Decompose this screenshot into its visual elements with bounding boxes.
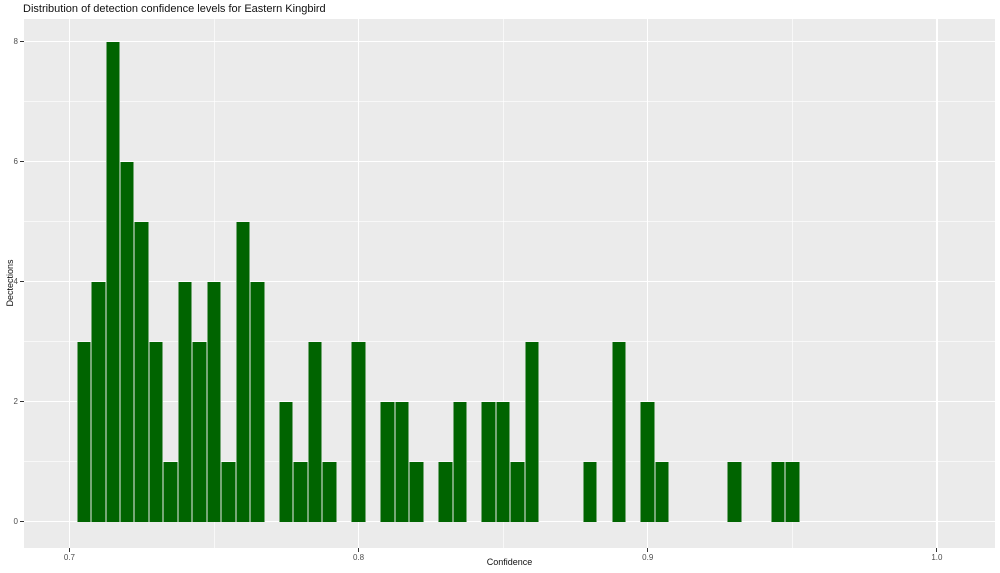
histogram-bar — [611, 341, 627, 522]
x-axis-title: Confidence — [486, 557, 533, 567]
y-tick-label: 4 — [13, 277, 18, 287]
gridline-y-minor — [24, 221, 995, 223]
histogram-bar — [380, 401, 395, 522]
histogram-bar — [322, 461, 337, 522]
gridline-x-major — [357, 19, 360, 548]
chart-title: Distribution of detection confidence lev… — [23, 3, 326, 15]
gridline-y-major — [24, 41, 995, 43]
gridline-x-major — [647, 19, 649, 548]
x-tick-label: 1.0 — [931, 552, 943, 562]
x-tick-label: 0.8 — [352, 552, 365, 562]
y-tick-mark — [20, 161, 24, 163]
histogram-bar — [163, 461, 178, 522]
histogram-bar — [279, 401, 294, 522]
histogram-bar — [524, 341, 540, 522]
x-tick-label: 0.9 — [642, 552, 654, 562]
histogram-bar — [481, 401, 496, 522]
histogram-bar — [91, 281, 106, 522]
histogram-bar — [250, 281, 265, 522]
histogram-bar — [394, 401, 410, 522]
y-tick-label: 0 — [13, 517, 18, 527]
gridline-y-major — [24, 520, 995, 523]
y-tick-label: 8 — [13, 37, 18, 47]
histogram-bar — [76, 341, 92, 522]
y-tick-mark — [20, 521, 24, 523]
histogram-bar — [351, 341, 366, 522]
x-tick-mark — [68, 548, 70, 552]
gridline-y-major — [24, 161, 995, 163]
gridline-y-major — [24, 281, 995, 283]
histogram-bar — [293, 461, 308, 522]
gridline-x-major — [68, 19, 71, 548]
gridline-y-minor — [24, 341, 995, 343]
histogram-bar — [120, 161, 135, 522]
histogram-bar — [134, 221, 149, 522]
y-axis-title: Dectections — [5, 259, 15, 307]
histogram-bar — [438, 461, 453, 522]
histogram-bar — [510, 461, 525, 522]
histogram-bar — [654, 461, 670, 522]
histogram-bar — [785, 461, 800, 522]
histogram-bar — [307, 341, 323, 522]
y-tick-mark — [20, 281, 24, 283]
histogram-bar — [727, 461, 742, 522]
x-tick-mark — [936, 548, 938, 552]
gridline-x-minor — [791, 19, 793, 548]
x-tick-mark — [647, 548, 649, 552]
histogram-bar — [105, 41, 120, 522]
histogram-bar — [409, 461, 424, 522]
histogram-bar — [235, 221, 251, 522]
histogram-bar — [640, 401, 655, 522]
histogram-bar — [192, 341, 207, 522]
y-tick-label: 2 — [13, 397, 18, 407]
histogram-bar — [148, 341, 164, 522]
gridline-x-major — [936, 19, 938, 548]
histogram-bar — [452, 401, 467, 522]
y-tick-mark — [20, 401, 24, 403]
histogram-bar — [177, 281, 193, 522]
x-tick-mark — [358, 548, 360, 552]
gridline-x-minor — [502, 19, 504, 548]
histogram-bar — [206, 281, 222, 522]
gridline-y-minor — [24, 101, 995, 103]
histogram-bar — [770, 461, 786, 522]
histogram-bar — [495, 401, 511, 522]
plot-panel — [24, 19, 995, 548]
histogram-bar — [582, 461, 598, 522]
x-tick-label: 0.7 — [63, 552, 75, 562]
histogram-bar — [221, 461, 236, 522]
y-tick-mark — [20, 41, 24, 43]
y-tick-label: 6 — [13, 157, 18, 167]
